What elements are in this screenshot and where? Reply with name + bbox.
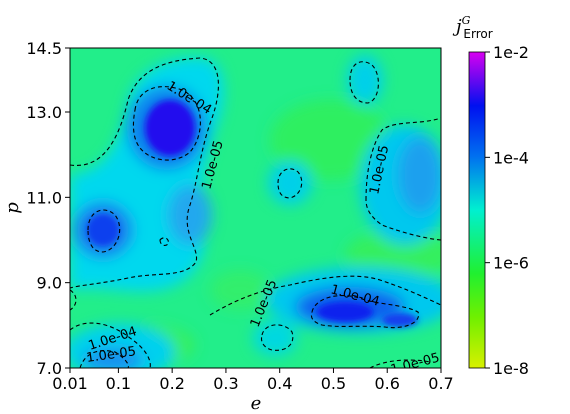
heatmap-cores [87, 100, 418, 327]
x-tick-label: 0.6 [375, 374, 400, 393]
contour-lines [70, 57, 441, 368]
x-tick-label: 0.4 [267, 374, 292, 393]
y-tick-label: 7.0 [37, 359, 62, 378]
contour-label: 1.0e-05 [85, 344, 137, 366]
y-tick-label: 11.0 [26, 188, 62, 207]
y-tick-label: 14.5 [26, 39, 62, 58]
colorbar-title: jG Error [452, 14, 493, 41]
colorbar-gradient [468, 51, 486, 369]
x-tick-label: 0.5 [321, 374, 346, 393]
colorbar: 1e-8 1e-6 1e-4 1e-2 jG Error [452, 14, 529, 378]
colorbar-tick-label: 1e-8 [493, 359, 529, 378]
x-tick-label: 0.1 [106, 374, 131, 393]
colorbar-tick-label: 1e-2 [493, 43, 529, 62]
x-tick-label: 0.3 [213, 374, 238, 393]
x-axis-label: e [251, 393, 262, 414]
x-tick-label: 0.7 [428, 374, 453, 393]
colorbar-ticks: 1e-8 1e-6 1e-4 1e-2 [485, 43, 529, 378]
y-axis: 7.0 9.0 11.0 13.0 14.5 [26, 39, 70, 378]
colorbar-tick-label: 1e-4 [493, 148, 529, 167]
y-tick-label: 13.0 [26, 103, 62, 122]
heatmap-area: 1.0e-04 1.0e-05 1.0e-05 1.0e-05 1.0e-04 … [70, 48, 441, 368]
y-axis-label: p [2, 202, 23, 214]
plot-frame [69, 47, 442, 369]
y-tick-label: 9.0 [37, 274, 62, 293]
x-axis: 0.01 0.1 0.2 0.3 0.4 0.5 0.6 0.7 [52, 368, 454, 393]
colorbar-tick-label: 1e-6 [493, 254, 529, 273]
x-tick-label: 0.2 [159, 374, 184, 393]
x-tick-label: 0.01 [52, 374, 88, 393]
